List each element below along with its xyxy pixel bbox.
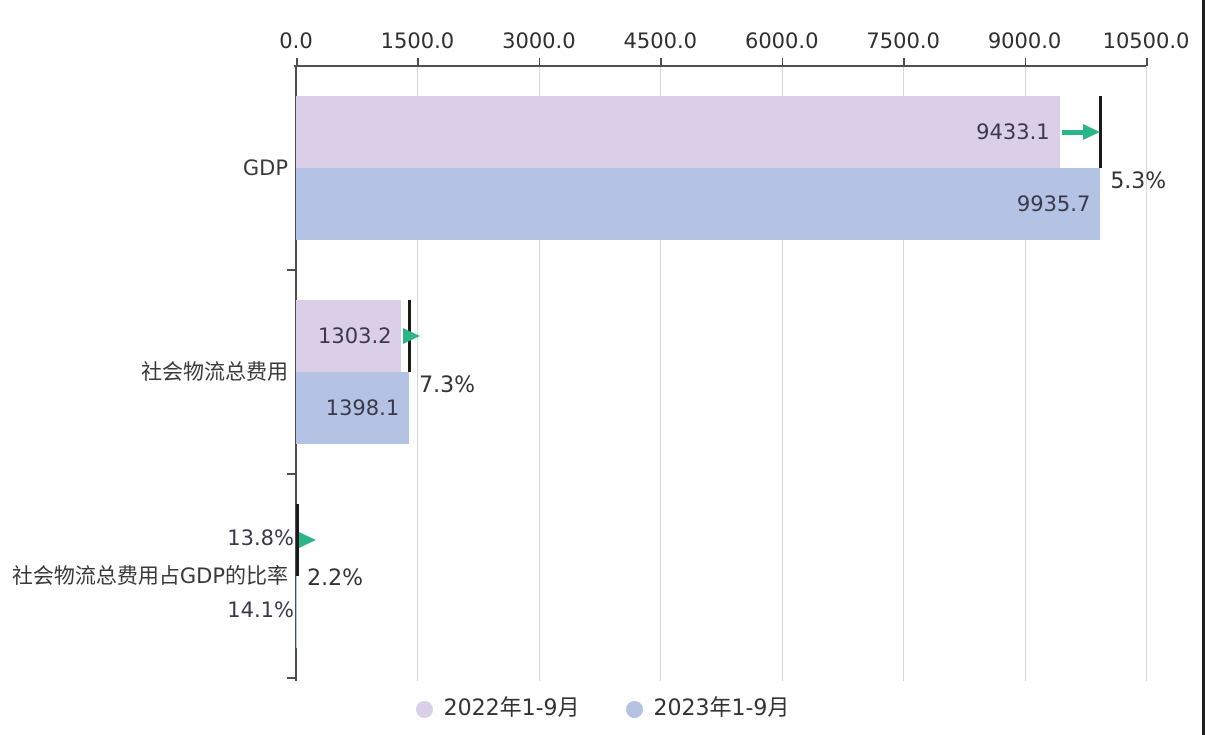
x-axis-tick <box>1146 58 1148 66</box>
x-axis-tick-label: 6000.0 <box>744 29 819 53</box>
y-axis-boundary-tick <box>287 473 295 475</box>
change-percent-label: 5.3% <box>1110 169 1167 194</box>
y-axis-line <box>294 66 297 681</box>
x-axis-tick <box>1024 58 1027 66</box>
category-label: 社会物流总费用占GDP的比率 <box>11 564 288 588</box>
x-axis-tick <box>781 58 784 66</box>
x-axis-tick-label: 3000.0 <box>502 29 576 53</box>
legend: 2022年1-9月 2023年1-9月 <box>0 696 1205 722</box>
x-axis-tick-label: 10500.0 <box>1102 29 1190 53</box>
change-percent-label: 7.3% <box>419 373 476 398</box>
growth-arrow-icon <box>403 328 421 344</box>
bar-2023-2[interactable] <box>296 576 298 648</box>
x-axis-tick-label: 1500.0 <box>380 29 455 53</box>
x-gridline <box>660 66 662 681</box>
legend-item-2022[interactable]: 2022年1-9月 <box>415 696 580 722</box>
change-marker-line <box>295 504 299 576</box>
bar-2023-0[interactable] <box>296 168 1101 240</box>
growth-arrow-shaft <box>1061 129 1084 135</box>
x-axis-tick <box>538 58 541 66</box>
x-gridline <box>1024 66 1026 681</box>
change-percent-label: 2.2% <box>307 566 364 591</box>
y-axis-boundary-tick <box>287 677 295 679</box>
growth-arrow-icon <box>1083 124 1101 140</box>
change-marker-line <box>1098 96 1102 168</box>
bar-2023-1[interactable] <box>296 372 410 444</box>
legend-item-2023[interactable]: 2023年1-9月 <box>625 696 790 722</box>
x-axis-tick <box>296 58 298 66</box>
x-axis-tick-label: 0.0 <box>279 29 313 53</box>
x-gridline <box>538 66 540 681</box>
x-gridline <box>781 66 783 681</box>
x-axis-tick-label: 7500.0 <box>866 29 940 53</box>
x-gridline <box>417 66 419 681</box>
value-label: 9433.1 <box>976 120 1050 144</box>
x-axis-tick <box>660 58 662 66</box>
value-label: 1303.2 <box>318 324 392 348</box>
value-label: 13.8% <box>227 526 294 550</box>
value-label: 14.1% <box>227 598 294 622</box>
x-axis-tick-label: 4500.0 <box>623 29 698 53</box>
x-axis-line <box>294 65 1146 67</box>
value-label: 1398.1 <box>325 396 400 420</box>
legend-dot-icon <box>625 700 643 718</box>
category-label: 社会物流总费用 <box>141 360 288 384</box>
category-label: GDP <box>242 156 288 180</box>
bar-2022-0[interactable] <box>296 96 1060 168</box>
growth-arrow-icon <box>299 532 317 548</box>
legend-label: 2023年1-9月 <box>653 696 790 721</box>
bar-2022-1[interactable] <box>296 300 402 372</box>
x-gridline <box>903 66 905 681</box>
x-axis-tick <box>903 58 905 66</box>
x-gridline <box>1146 66 1147 681</box>
value-label: 9935.7 <box>1016 192 1091 216</box>
legend-dot-icon <box>415 700 433 718</box>
legend-label: 2022年1-9月 <box>443 696 580 721</box>
y-axis-boundary-tick <box>287 269 295 271</box>
x-axis-tick-label: 9000.0 <box>987 29 1062 53</box>
x-axis-tick <box>417 58 419 66</box>
window-right-border <box>1202 0 1205 735</box>
